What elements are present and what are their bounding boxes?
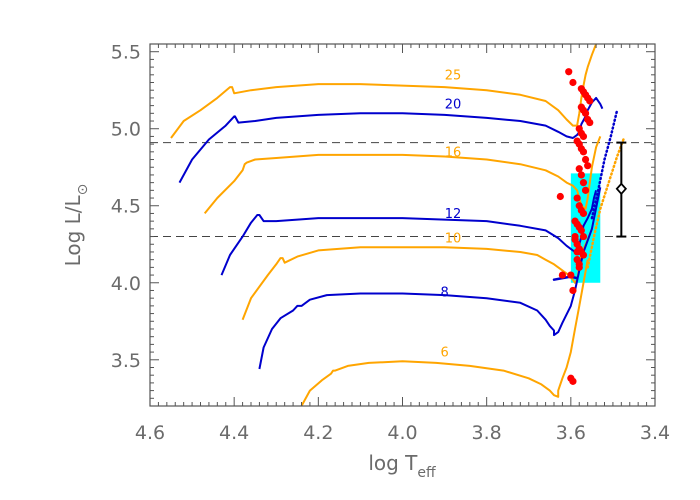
red-point	[581, 186, 590, 194]
red-point	[586, 118, 594, 127]
red-point	[571, 232, 579, 241]
tick-labels: 4.6 4.4 4.2 4.0 3.8 3.6 3.4 3.5 4.0 4.5 5.0 5.5	[111, 42, 670, 444]
y-tick-label: 5.0	[111, 119, 141, 141]
track-label-6: 6	[440, 346, 448, 361]
red-point	[579, 251, 588, 259]
red-star-points	[556, 68, 594, 385]
red-point	[581, 109, 590, 117]
track-line-16	[203, 136, 602, 215]
red-point	[579, 179, 588, 187]
track-label-12: 12	[445, 207, 462, 222]
y-tick-label: 3.5	[111, 350, 141, 372]
track-label-10: 10	[445, 232, 462, 247]
red-point	[581, 155, 590, 164]
red-point	[556, 192, 564, 201]
red-point	[579, 232, 588, 241]
track-label-20: 20	[445, 98, 462, 113]
red-point	[573, 194, 581, 202]
track-label-8: 8	[440, 286, 448, 301]
red-point	[569, 377, 577, 385]
red-point	[586, 97, 594, 105]
track-label-25: 25	[445, 68, 462, 83]
red-point	[558, 271, 567, 279]
y-tick-label: 4.0	[111, 273, 141, 295]
track-labels: 25 20 16 12 10 8 6	[440, 68, 461, 360]
extra-line-0	[590, 108, 619, 220]
track-line-8	[258, 187, 602, 370]
x-tick-label: 4.6	[135, 422, 165, 444]
track-line-6	[300, 259, 589, 406]
red-point	[565, 68, 573, 76]
y-axis-title: Log L/L⊙	[61, 184, 91, 267]
red-point	[573, 248, 581, 256]
red-point	[567, 271, 575, 279]
track-label-16: 16	[445, 145, 462, 160]
red-point	[575, 263, 583, 271]
y-tick-label: 4.5	[111, 196, 141, 218]
red-point	[579, 148, 588, 156]
axis-ticks	[149, 43, 656, 406]
red-point	[579, 209, 588, 218]
x-tick-label: 3.8	[472, 422, 502, 444]
x-tick-label: 4.0	[387, 422, 417, 444]
red-point	[569, 78, 577, 87]
red-point	[569, 286, 577, 295]
observation-marker	[615, 141, 628, 238]
x-tick-label: 3.4	[640, 422, 670, 444]
x-axis-title: log Teff	[368, 451, 436, 481]
observation-diamond	[615, 182, 628, 196]
y-tick-label: 5.5	[111, 42, 141, 64]
extra-line-2	[552, 275, 579, 281]
extra-line-1	[586, 138, 625, 269]
x-tick-label: 4.4	[219, 422, 249, 444]
red-point	[579, 132, 588, 141]
red-point	[577, 226, 585, 234]
extra-lines	[552, 108, 625, 281]
x-tick-label: 3.6	[556, 422, 586, 444]
red-point	[575, 165, 583, 173]
red-point	[584, 162, 592, 170]
red-point	[577, 171, 585, 179]
x-tick-label: 4.2	[303, 422, 333, 444]
